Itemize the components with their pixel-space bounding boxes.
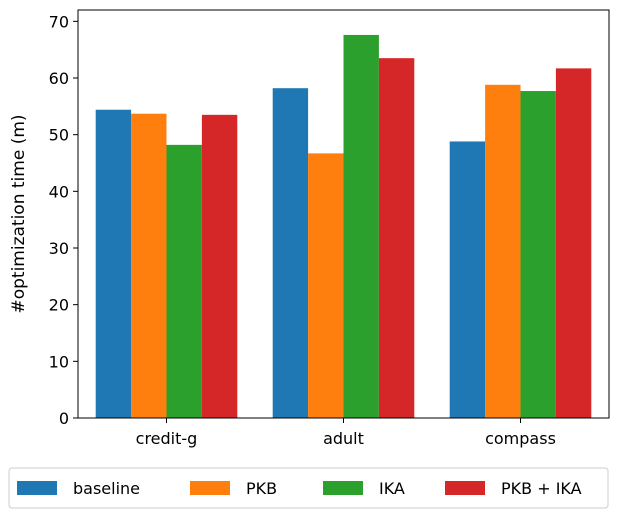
bar-ika-credit-g <box>166 144 202 418</box>
legend-label: PKB + IKA <box>501 479 582 498</box>
legend-swatch-baseline <box>17 481 57 495</box>
bar-baseline-adult <box>272 88 309 418</box>
y-tick-label: 30 <box>49 239 69 258</box>
legend-label: IKA <box>379 479 405 498</box>
legend-swatch-pkb-ika <box>445 481 485 495</box>
bar-baseline-credit-g <box>95 109 132 418</box>
y-axis-label: #optimization time (m) <box>9 114 29 313</box>
bar-pkb-compass <box>485 84 521 419</box>
legend-swatch-pkb <box>190 481 230 495</box>
x-tick-label: compass <box>485 429 556 448</box>
y-axis: 0 10 20 30 40 50 60 70 <box>49 12 78 428</box>
y-tick-label: 50 <box>49 126 69 145</box>
y-tick-label: 0 <box>59 409 69 428</box>
bar-pkb-credit-g <box>131 113 167 418</box>
legend-label: PKB <box>246 479 277 498</box>
bar-baseline-compass <box>449 141 486 418</box>
legend-swatch-ika <box>323 481 363 495</box>
x-axis: credit-g adult compass <box>136 418 556 448</box>
x-tick-label: adult <box>323 429 364 448</box>
bar-pkb-ika-compass <box>555 68 592 418</box>
bar-pkb-ika-credit-g <box>201 114 238 418</box>
y-tick-label: 40 <box>49 182 69 201</box>
y-tick-label: 10 <box>49 352 69 371</box>
legend-box <box>8 467 609 509</box>
bar-ika-adult <box>343 34 379 418</box>
y-tick-label: 70 <box>49 12 69 31</box>
y-tick-label: 20 <box>49 296 69 315</box>
bars-layer <box>95 34 592 419</box>
bar-ika-compass <box>520 91 556 419</box>
bar-pkb-adult <box>308 153 344 418</box>
bar-pkb-ika-adult <box>378 58 415 419</box>
y-tick-label: 60 <box>49 69 69 88</box>
x-tick-label: credit-g <box>136 429 198 448</box>
legend: baseline PKB IKA PKB + IKA <box>8 467 609 509</box>
legend-label: baseline <box>73 479 140 498</box>
